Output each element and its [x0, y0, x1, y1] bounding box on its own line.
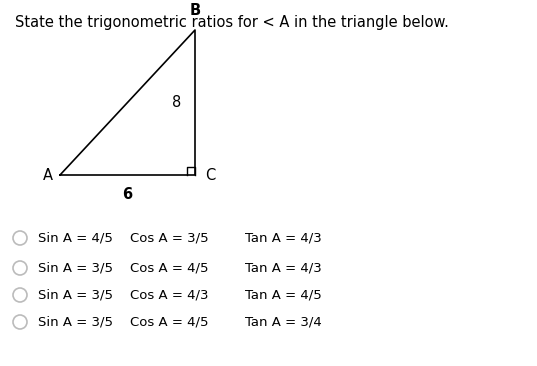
- Text: C: C: [205, 168, 215, 183]
- Text: 8: 8: [172, 95, 181, 110]
- Text: 6: 6: [122, 187, 133, 202]
- Text: Tan A = 3/4: Tan A = 3/4: [245, 315, 322, 329]
- Text: B: B: [190, 3, 200, 18]
- Text: State the trigonometric ratios for < A in the triangle below.: State the trigonometric ratios for < A i…: [15, 15, 449, 30]
- Text: Tan A = 4/3: Tan A = 4/3: [245, 261, 322, 274]
- Text: Cos A = 3/5: Cos A = 3/5: [130, 232, 209, 244]
- Text: Tan A = 4/5: Tan A = 4/5: [245, 288, 322, 302]
- Text: A: A: [43, 168, 53, 183]
- Text: Sin A = 3/5: Sin A = 3/5: [38, 288, 113, 302]
- Text: Sin A = 3/5: Sin A = 3/5: [38, 261, 113, 274]
- Text: Cos A = 4/5: Cos A = 4/5: [130, 315, 208, 329]
- Text: Sin A = 4/5: Sin A = 4/5: [38, 232, 113, 244]
- Text: Tan A = 4/3: Tan A = 4/3: [245, 232, 322, 244]
- Text: Cos A = 4/3: Cos A = 4/3: [130, 288, 208, 302]
- Text: Sin A = 3/5: Sin A = 3/5: [38, 315, 113, 329]
- Text: Cos A = 4/5: Cos A = 4/5: [130, 261, 208, 274]
